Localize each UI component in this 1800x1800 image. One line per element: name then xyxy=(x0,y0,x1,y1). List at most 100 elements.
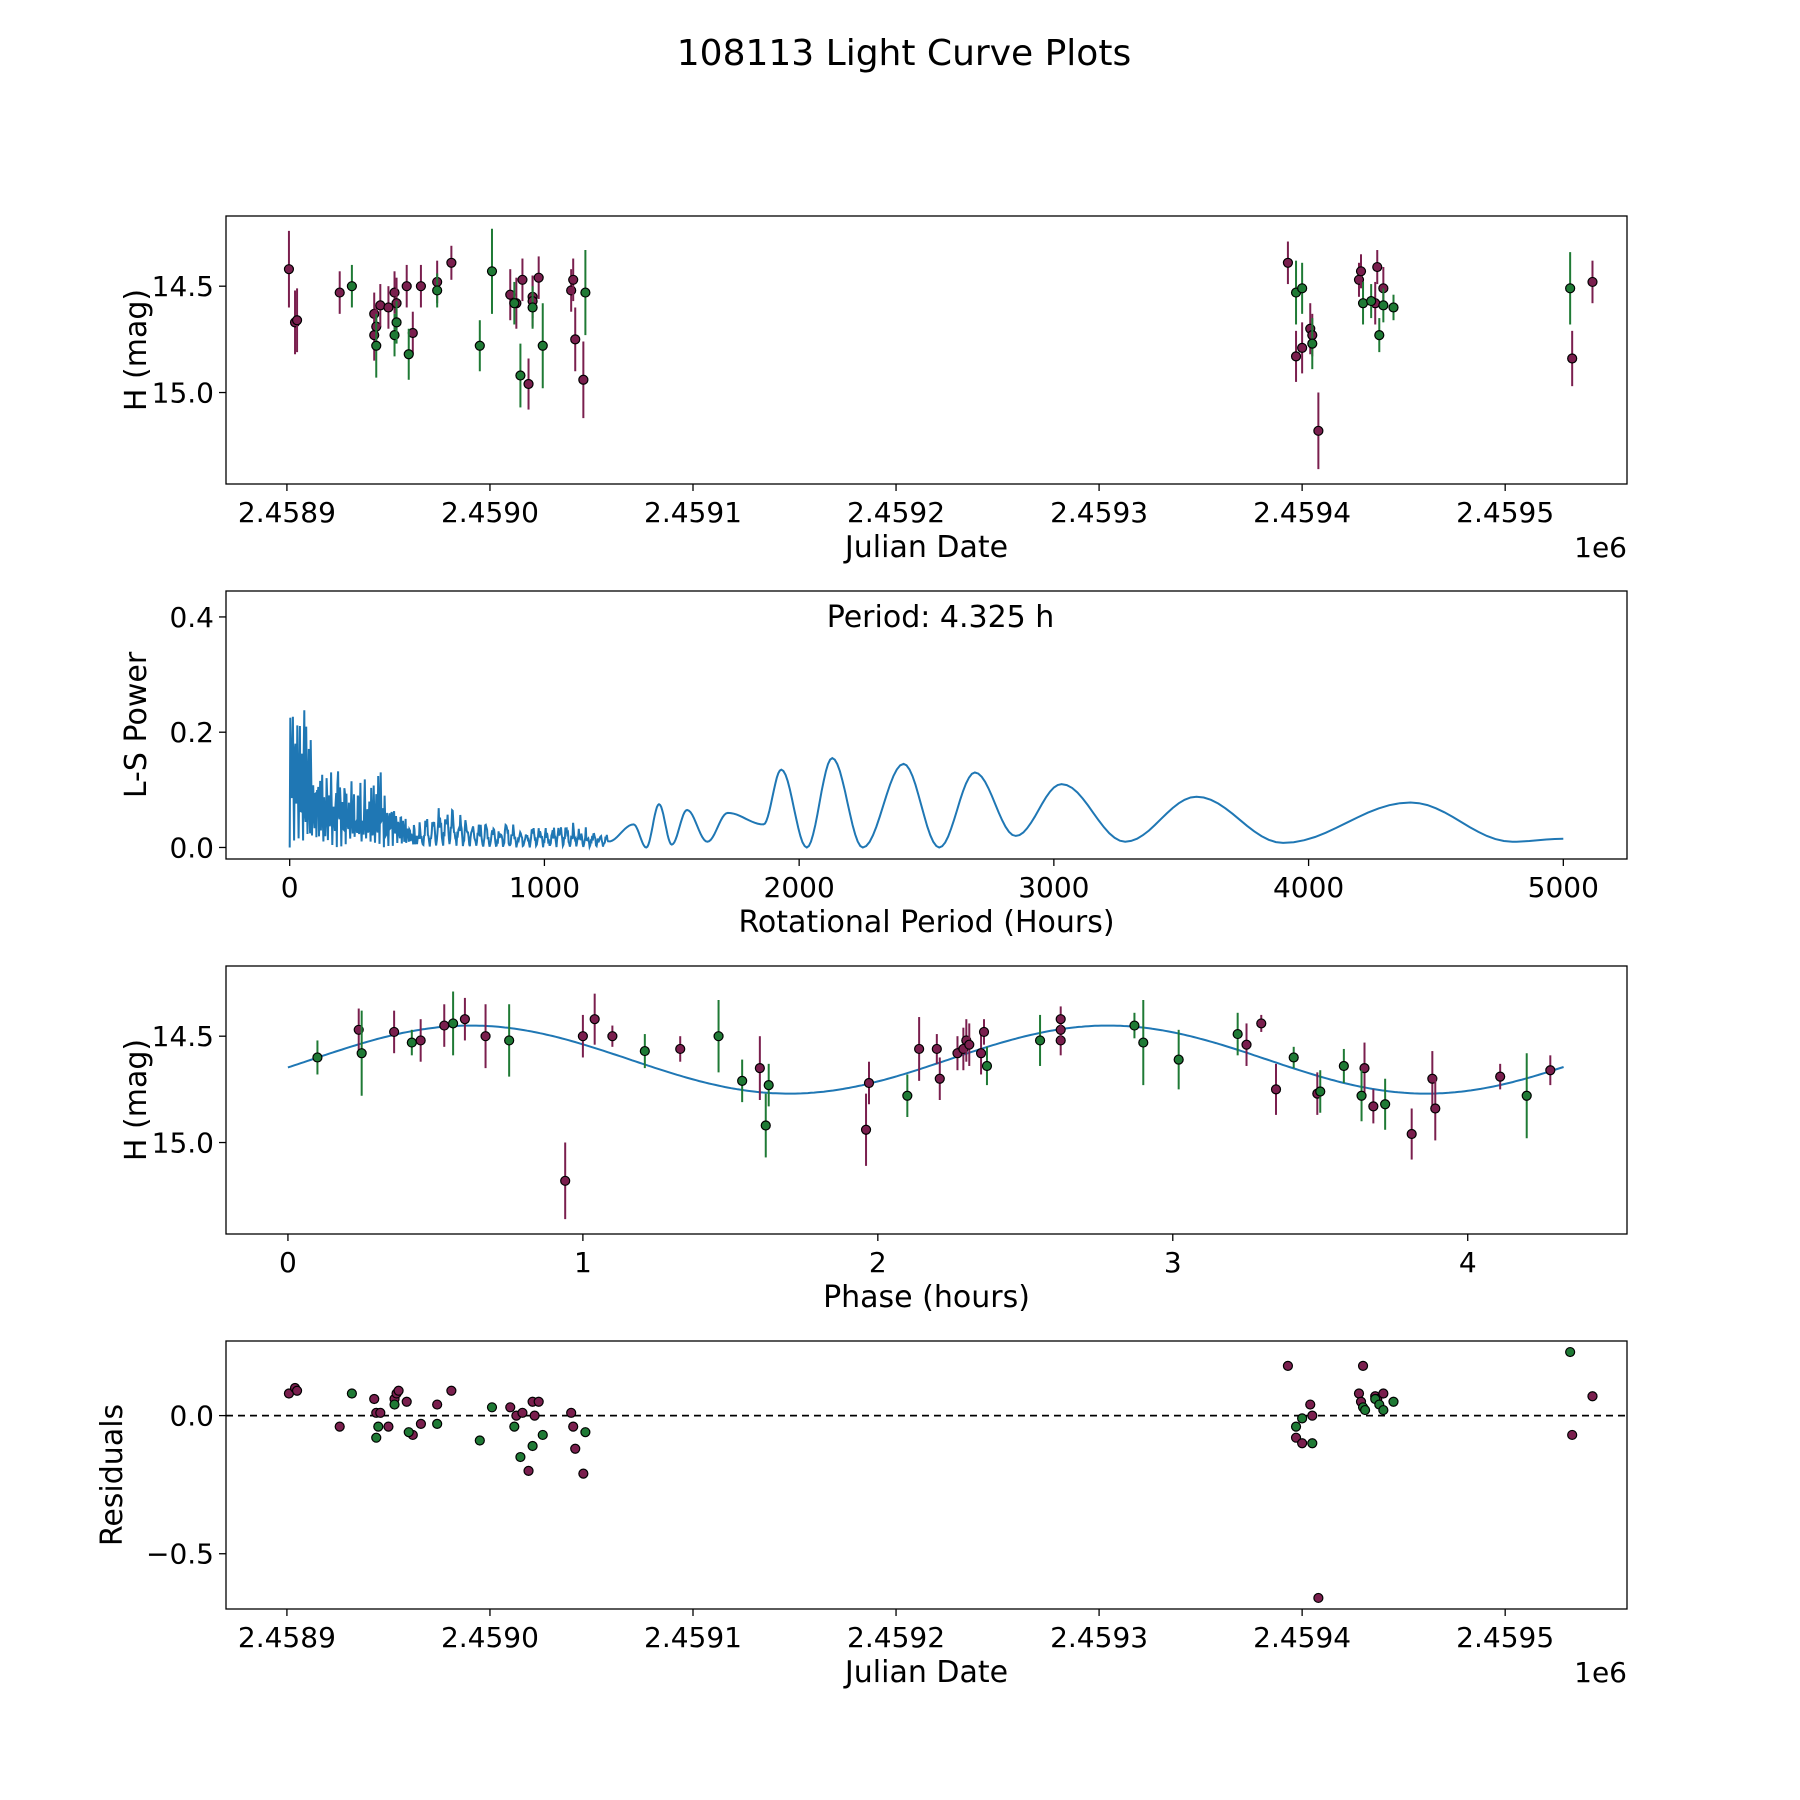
residuals-point xyxy=(1388,1396,1399,1407)
phase-point xyxy=(560,1175,571,1186)
lightcurve-point xyxy=(578,374,589,385)
phase-model-curve xyxy=(287,1024,1564,1095)
lightcurve-point xyxy=(486,266,498,277)
residuals-point xyxy=(1290,1421,1302,1432)
phase-point xyxy=(981,1060,993,1072)
residuals-xtick-label: 2.4589 xyxy=(238,1621,336,1654)
lightcurve-point xyxy=(474,340,485,351)
periodogram-xtick-label: 0 xyxy=(281,871,299,904)
phase-point xyxy=(448,1018,459,1029)
lightcurve-point xyxy=(283,264,295,275)
periodogram-ylabel: L-S Power xyxy=(119,651,154,798)
lightcurve-point xyxy=(1587,276,1598,288)
phase-point xyxy=(1138,1037,1149,1048)
phase-point xyxy=(675,1043,686,1055)
phase-point xyxy=(406,1037,417,1048)
lightcurve-point xyxy=(523,378,534,390)
phase-point xyxy=(863,1077,875,1089)
residuals-point xyxy=(401,1396,412,1407)
residuals-point xyxy=(1282,1360,1294,1371)
phase-point xyxy=(1129,1020,1140,1031)
lightcurve-xtick-label: 2.4595 xyxy=(1456,496,1554,529)
phase-point xyxy=(1241,1039,1252,1050)
lightcurve-ytick-label: 14.5 xyxy=(152,270,214,303)
phase-point xyxy=(1430,1103,1441,1114)
residuals-xtick-label: 2.4591 xyxy=(644,1621,742,1654)
lightcurve-point xyxy=(383,302,394,313)
residuals-point xyxy=(346,1388,357,1399)
phase-xtick-label: 0 xyxy=(279,1246,297,1279)
lightcurve-point xyxy=(1378,300,1389,311)
residuals-point xyxy=(505,1402,516,1413)
phase-point xyxy=(312,1052,323,1063)
phase-ytick-label: 14.5 xyxy=(152,1020,214,1053)
phase-point xyxy=(439,1020,450,1031)
residuals-point xyxy=(515,1451,526,1463)
periodogram-ytick-label: 0.4 xyxy=(169,601,214,634)
lightcurve-point xyxy=(1374,330,1385,341)
lightcurve-point xyxy=(566,285,577,296)
phase-point xyxy=(1406,1128,1417,1140)
residuals-point xyxy=(403,1427,414,1438)
phase-series-green xyxy=(312,991,1532,1158)
phase-point xyxy=(754,1062,765,1074)
lightcurve-point xyxy=(346,281,357,292)
residuals-point xyxy=(415,1418,427,1429)
plots-container: 2.4589 2.4590 2.4591 2.4592 2.4593 2.4594 2.45… xyxy=(95,215,1628,1690)
residuals-point xyxy=(568,1421,579,1432)
lightcurve-point xyxy=(415,281,427,292)
residuals-point xyxy=(1307,1410,1318,1421)
phase-point xyxy=(459,1014,471,1025)
residuals-point xyxy=(527,1440,538,1452)
lightcurve-point xyxy=(401,281,412,292)
lightcurve-ylabel: H (mag) xyxy=(119,289,154,411)
residuals-xtick-label: 2.4592 xyxy=(847,1621,945,1654)
lightcurve-point xyxy=(517,274,528,285)
lightcurve-xtick-label: 2.4592 xyxy=(847,496,945,529)
lightcurve-xtick-label: 2.4594 xyxy=(1253,496,1351,529)
phase-point xyxy=(1521,1090,1532,1101)
residuals-xtick-label: 2.4595 xyxy=(1456,1621,1554,1654)
residuals-ylabel: Residuals xyxy=(95,1404,130,1546)
residuals-ytick-label: 0.0 xyxy=(169,1400,214,1433)
periodogram-xtick-label: 2000 xyxy=(764,871,835,904)
phase-point xyxy=(639,1045,650,1057)
lightcurve-point xyxy=(389,287,400,298)
lightcurve-point xyxy=(1567,353,1578,364)
residuals-point xyxy=(1378,1404,1389,1416)
lightcurve-xtick-label: 2.4590 xyxy=(441,496,539,529)
lightcurve-point xyxy=(1372,261,1383,273)
residuals-point xyxy=(371,1432,382,1443)
phase-point xyxy=(713,1031,724,1042)
residuals-point xyxy=(1313,1592,1324,1604)
residuals-point xyxy=(383,1421,394,1432)
residuals-point xyxy=(1305,1399,1316,1410)
lightcurve-point xyxy=(527,302,538,313)
phase-point xyxy=(1288,1052,1299,1063)
phase-xtick-label: 4 xyxy=(1459,1246,1477,1279)
residuals-point xyxy=(446,1385,457,1396)
periodogram-ytick-label: 0.2 xyxy=(169,716,214,749)
lightcurve-xtick-label: 2.4593 xyxy=(1050,496,1148,529)
figure-title: 108113 Light Curve Plots xyxy=(677,33,1131,74)
residuals-point xyxy=(291,1385,303,1396)
periodogram-frame xyxy=(225,590,1628,860)
lightcurve-point xyxy=(369,330,380,341)
residuals-point xyxy=(570,1443,581,1454)
phase-point xyxy=(480,1031,491,1042)
phase-point xyxy=(415,1035,426,1046)
lightcurve-point xyxy=(403,349,414,360)
residuals-series-purple xyxy=(283,1360,1598,1604)
periodogram-xtick-label: 3000 xyxy=(1018,871,1089,904)
phase-point xyxy=(1232,1028,1243,1040)
lightcurve-panel: 2.4589 2.4590 2.4591 2.4592 2.4593 2.4594 2.45… xyxy=(119,215,1628,565)
periodogram-ytick-label: 0.0 xyxy=(169,831,214,864)
residuals-panel: 2.4589 2.4590 2.4591 2.4592 2.4593 2.4594 2.45… xyxy=(95,1340,1628,1690)
lightcurve-point xyxy=(533,272,544,283)
phase-point xyxy=(975,1048,987,1059)
lightcurve-offset-label: 1e6 xyxy=(1574,531,1627,564)
lightcurve-point xyxy=(389,330,400,341)
phase-point xyxy=(1173,1054,1184,1065)
